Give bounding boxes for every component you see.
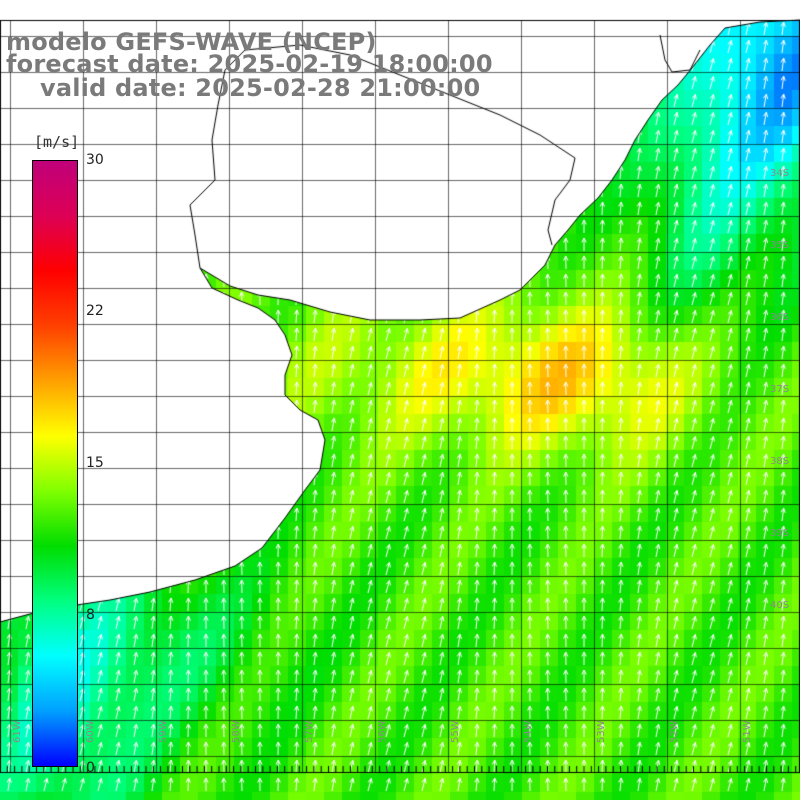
colorbar-tick-0: 0	[86, 760, 95, 776]
lon-label: 60W	[85, 720, 96, 743]
lon-label: 56W	[377, 720, 388, 743]
lon-label: 57W	[304, 720, 315, 743]
valid-date: valid date: 2025-02-28 21:00:00	[40, 74, 481, 102]
colorbar-tick-15: 15	[86, 455, 104, 471]
lon-label: 55W	[450, 720, 461, 743]
lat-label: 34S	[770, 168, 790, 179]
lon-label: 59W	[158, 720, 169, 743]
colorbar-tick-30: 30	[86, 152, 104, 168]
lat-label: 35S	[770, 240, 790, 251]
colorbar-tick-8: 8	[86, 607, 95, 623]
lon-label: 51W	[742, 720, 753, 743]
lon-label: 53W	[596, 720, 607, 743]
forecast-date: forecast date: 2025-02-19 18:00:00	[6, 50, 493, 78]
lat-label: 38S	[770, 456, 790, 467]
lon-label: 54W	[523, 720, 534, 743]
colorbar-unit: [m/s]	[34, 133, 80, 151]
lat-label: 39S	[770, 528, 790, 539]
colorbar-gradient	[32, 160, 78, 767]
colorbar-tick-22: 22	[86, 303, 104, 319]
lat-label: 40S	[770, 600, 790, 611]
lon-label: 52W	[669, 720, 680, 743]
lat-label: 36S	[770, 312, 790, 323]
lon-label: 61W	[12, 720, 23, 743]
lon-label: 58W	[231, 720, 242, 743]
lat-label: 37S	[770, 384, 790, 395]
model-title: modelo GEFS-WAVE (NCEP)	[6, 28, 377, 56]
